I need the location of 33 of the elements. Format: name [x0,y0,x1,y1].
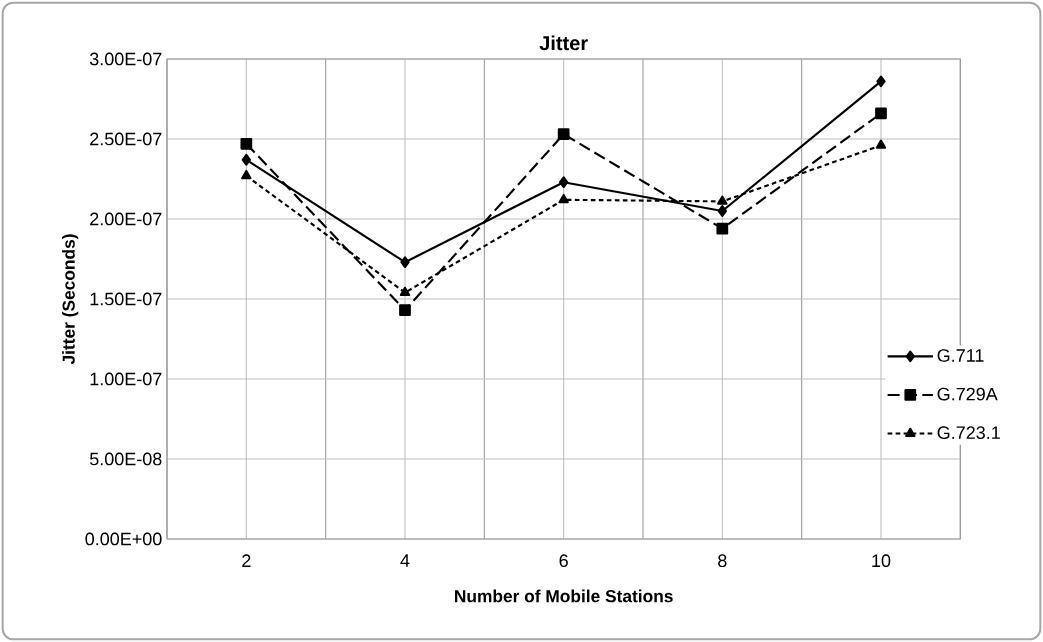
y-tick-label: 1.00E-07 [90,372,162,386]
point [876,75,886,88]
point [399,304,411,317]
legend-label: G.723.1 [937,426,1000,440]
point [241,153,252,166]
y-tick-label: 1.50E-07 [90,292,162,306]
point [716,222,729,235]
point [875,139,887,149]
x-axis-title: Number of Mobile Stations [455,589,673,603]
chart-title: Jitter [539,35,588,51]
point [241,169,252,180]
x-tick-label: 8 [718,554,727,568]
y-tick-label: 3.00E-07 [89,52,162,66]
point [558,193,569,204]
point [558,176,569,189]
point [875,107,887,120]
point [717,205,727,217]
point [240,137,253,150]
legend-label: G.711 [937,349,984,362]
legend-label: G.729A [937,387,998,401]
point [557,128,570,141]
point [399,286,411,297]
y-tick-label: 5.00E-08 [89,452,162,466]
y-tick-label: 0.00E+00 [85,532,162,546]
y-tick-label: 2.50E-07 [90,132,162,146]
x-tick-label: 6 [559,554,568,568]
x-tick-label: 10 [872,554,891,568]
x-tick-label: 4 [400,554,410,567]
y-axis-title: Jitter (Seconds) [62,234,79,365]
x-tick-label: 2 [242,554,251,567]
y-tick-label: 2.00E-07 [90,212,162,226]
point [400,256,410,269]
point [717,195,728,205]
